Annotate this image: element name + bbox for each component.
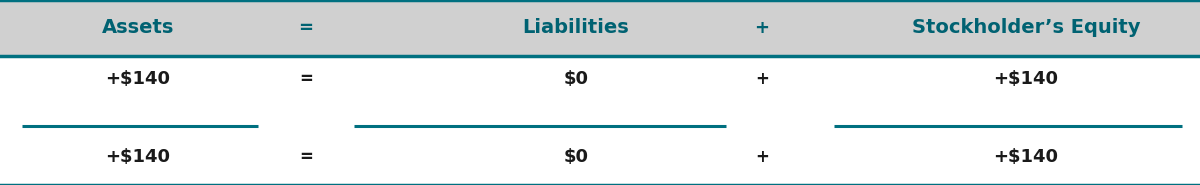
Text: +: + [755,148,769,166]
FancyBboxPatch shape [0,0,1200,56]
Text: =: = [299,148,313,166]
Text: +: + [755,70,769,88]
Text: +: + [755,19,769,37]
Text: =: = [299,70,313,88]
Text: +$140: +$140 [994,70,1058,88]
Text: +$140: +$140 [106,70,170,88]
Text: +$140: +$140 [994,148,1058,166]
Text: Liabilities: Liabilities [523,18,629,37]
Text: =: = [299,19,313,37]
FancyBboxPatch shape [0,56,1200,185]
Text: Assets: Assets [102,18,174,37]
Text: +$140: +$140 [106,148,170,166]
Text: $0: $0 [564,70,588,88]
Text: $0: $0 [564,148,588,166]
Text: Stockholder’s Equity: Stockholder’s Equity [912,18,1140,37]
